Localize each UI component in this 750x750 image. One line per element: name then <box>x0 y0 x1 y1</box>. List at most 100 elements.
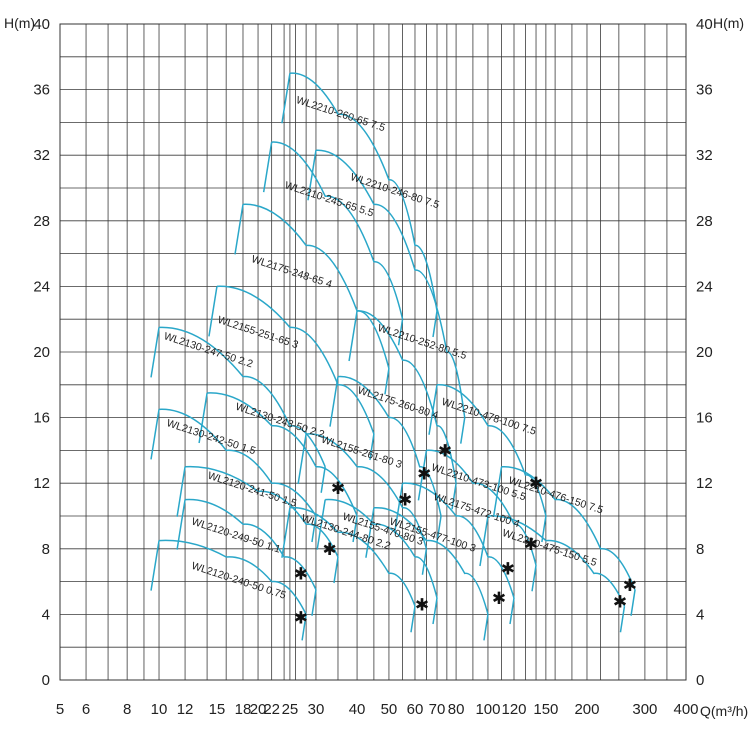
x-tick-label: 18 <box>235 701 252 718</box>
pump-curve <box>185 498 317 591</box>
curve-right-bound <box>531 565 537 592</box>
curve-left-bound <box>307 150 317 201</box>
x-tick-label: 400 <box>673 701 698 718</box>
y-tick-label-right: 20 <box>696 344 713 361</box>
y-axis-title-right: H(m) <box>713 15 744 31</box>
curve-right-bound <box>384 368 390 395</box>
rated-point-marker: ✱ <box>623 576 637 596</box>
curve-left-bound <box>234 204 244 255</box>
curve-left-bound <box>365 507 375 558</box>
curve-right-bound <box>630 589 636 616</box>
x-tick-label: 60 <box>407 701 424 718</box>
curve-left-bound <box>281 73 291 124</box>
curve-left-bound <box>316 499 326 550</box>
y-tick-label-left: 40 <box>33 16 50 33</box>
curve-left-bound <box>428 384 438 435</box>
rated-point-marker: ✱ <box>322 540 336 560</box>
model-label: WL2210-475-150 5.5 <box>501 527 599 569</box>
plot-frame <box>59 23 687 681</box>
pump-curve <box>306 433 428 550</box>
curve-left-bound <box>176 466 186 517</box>
curve-left-bound <box>262 141 273 193</box>
y-tick-label-right: 28 <box>696 213 713 230</box>
x-tick-label: 6 <box>82 701 90 718</box>
y-tick-label-right: 24 <box>696 278 713 295</box>
curve-right-bound <box>451 483 457 510</box>
y-tick-label-left: 8 <box>42 541 50 558</box>
y-tick-label-left: 16 <box>33 410 50 427</box>
pump-curve <box>436 384 547 517</box>
x-tick-label: 150 <box>533 701 558 718</box>
y-tick-label-right: 32 <box>696 147 713 164</box>
curve-right-bound <box>320 466 326 493</box>
pump-curve <box>357 310 457 484</box>
pump-curve <box>158 539 307 615</box>
y-tick-label-right: 8 <box>696 541 704 558</box>
rated-point-marker: ✱ <box>294 564 308 584</box>
curve-right-bound <box>460 417 466 444</box>
curve-left-bound <box>479 515 489 567</box>
x-tick-label: 20 <box>250 701 267 718</box>
curve-right-bound <box>311 515 317 543</box>
curve-right-bound <box>483 614 489 641</box>
curve-left-bound <box>417 450 428 501</box>
model-label: WL2210-478-100 7.5 <box>440 396 538 438</box>
curve-left-bound <box>150 540 160 591</box>
y-tick-label-right: 36 <box>696 82 713 99</box>
x-tick-label: 15 <box>209 701 226 718</box>
pump-curve <box>216 285 375 435</box>
curve-right-bound <box>421 548 428 575</box>
rated-point-marker: ✱ <box>501 559 515 579</box>
x-tick-label: 10 <box>151 701 168 718</box>
curve-right-bound <box>410 606 416 633</box>
y-tick-label-right: 4 <box>696 606 704 623</box>
rated-point-marker: ✱ <box>438 441 452 461</box>
y-axis-title-left: H(m) <box>4 15 35 31</box>
rated-point-marker: ✱ <box>613 592 627 612</box>
rated-point-marker: ✱ <box>415 596 429 616</box>
y-tick-label-right: 40 <box>696 16 713 33</box>
pump-curve <box>242 203 390 369</box>
x-tick-label: 12 <box>177 701 194 718</box>
rated-point-marker: ✱ <box>492 589 506 609</box>
rated-point-marker: ✱ <box>524 535 538 555</box>
y-tick-label-left: 4 <box>42 606 50 623</box>
model-label: WL2210-260-65 7.5 <box>295 94 387 134</box>
curve-left-bound <box>492 466 503 517</box>
curve-right-bound <box>619 606 626 633</box>
pump-curve <box>158 326 326 468</box>
curve-left-bound <box>150 327 160 378</box>
pump-curve <box>487 515 626 607</box>
curve-right-bound <box>352 515 358 543</box>
pump-curve <box>337 375 442 517</box>
curve-right-bound <box>432 597 438 625</box>
y-tick-label-left: 32 <box>33 147 50 164</box>
curve-left-bound <box>208 286 218 337</box>
x-tick-label: 40 <box>349 701 366 718</box>
y-tick-label-left: 12 <box>33 475 50 492</box>
pump-curve <box>207 392 358 517</box>
curve-left-bound <box>297 433 307 485</box>
y-tick-label-left: 0 <box>42 672 50 689</box>
x-tick-label: 120 <box>501 701 526 718</box>
y-tick-label-left: 36 <box>33 82 50 99</box>
pump-curves <box>150 72 636 641</box>
y-tick-label-right: 12 <box>696 475 713 492</box>
pump-curve <box>185 465 339 558</box>
curve-right-bound <box>397 319 404 346</box>
rated-point-markers: ✱✱✱✱✱✱✱✱ ✱✱✱✱✱✱ <box>294 441 637 628</box>
curve-right-bound <box>436 515 442 543</box>
x-tick-label: 300 <box>632 701 657 718</box>
curve-left-bound <box>198 392 208 444</box>
curve-left-bound <box>150 409 160 460</box>
rated-point-marker: ✱ <box>529 474 543 494</box>
pump-curve <box>158 408 317 517</box>
model-label: WL2175-248-65 4 <box>250 253 334 290</box>
x-axis-title: Q(m³/h) <box>700 703 748 719</box>
y-tick-label-right: 0 <box>696 672 704 689</box>
y-tick-label-left: 24 <box>33 278 50 295</box>
pump-curve <box>289 506 416 607</box>
x-tick-label: 8 <box>123 701 131 718</box>
x-tick-label: 100 <box>475 701 500 718</box>
